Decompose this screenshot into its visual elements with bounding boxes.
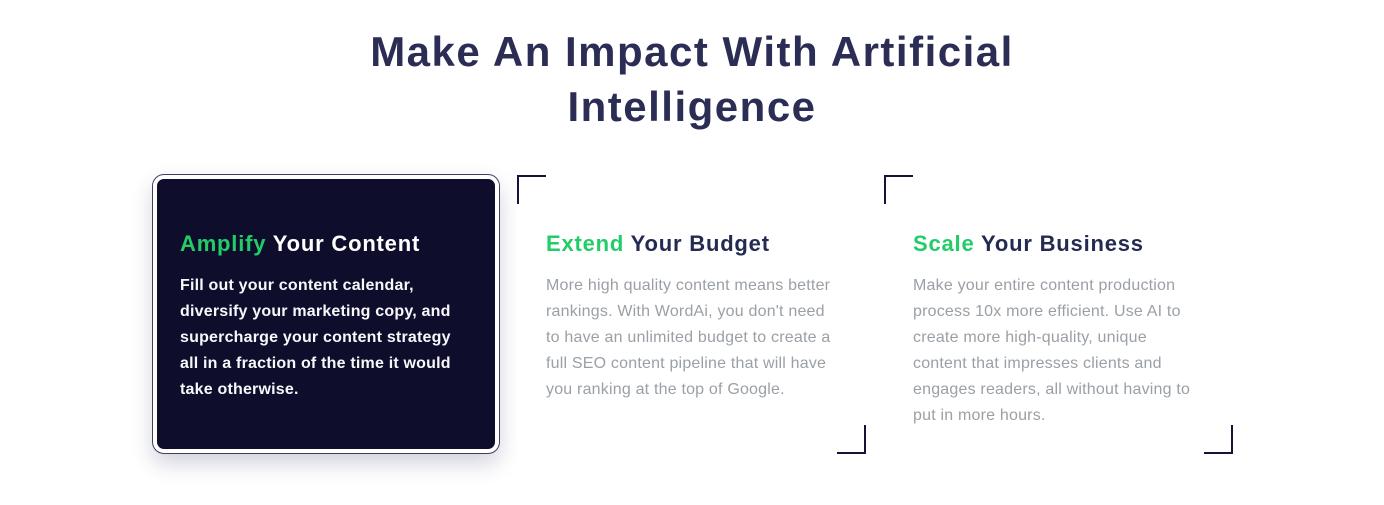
- feature-card-amplify: Amplify Your Content Fill out your conte…: [153, 175, 499, 453]
- page-title-line-1: Make An Impact With Artificial: [370, 28, 1014, 75]
- card-title-highlight: Amplify: [180, 231, 267, 256]
- card-title: Extend Your Budget: [546, 230, 838, 258]
- card-title-rest: Your Budget: [630, 231, 770, 256]
- card-title: Scale Your Business: [913, 230, 1205, 258]
- card-title-highlight: Extend: [546, 231, 625, 256]
- card-description: More high quality content means better r…: [546, 277, 831, 398]
- card-description: Fill out your content calendar, diversif…: [180, 277, 451, 398]
- feature-cards-row: Amplify Your Content Fill out your conte…: [153, 175, 1233, 454]
- page-title: Make An Impact With Artificial Intellige…: [0, 0, 1384, 134]
- card-title: Amplify Your Content: [180, 230, 473, 258]
- feature-card-scale: Scale Your Business Make your entire con…: [884, 175, 1233, 454]
- card-title-rest: Your Content: [272, 231, 421, 256]
- card-title-rest: Your Business: [981, 231, 1144, 256]
- card-description: Make your entire content production proc…: [913, 277, 1191, 424]
- card-title-highlight: Scale: [913, 231, 975, 256]
- feature-card-extend: Extend Your Budget More high quality con…: [517, 175, 866, 454]
- page-title-line-2: Intelligence: [567, 83, 817, 130]
